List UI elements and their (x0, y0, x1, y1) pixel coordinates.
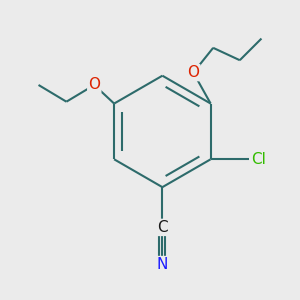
Text: O: O (88, 77, 100, 92)
Text: O: O (187, 65, 199, 80)
Text: C: C (157, 220, 168, 235)
Text: N: N (157, 257, 168, 272)
Text: Cl: Cl (251, 152, 266, 167)
